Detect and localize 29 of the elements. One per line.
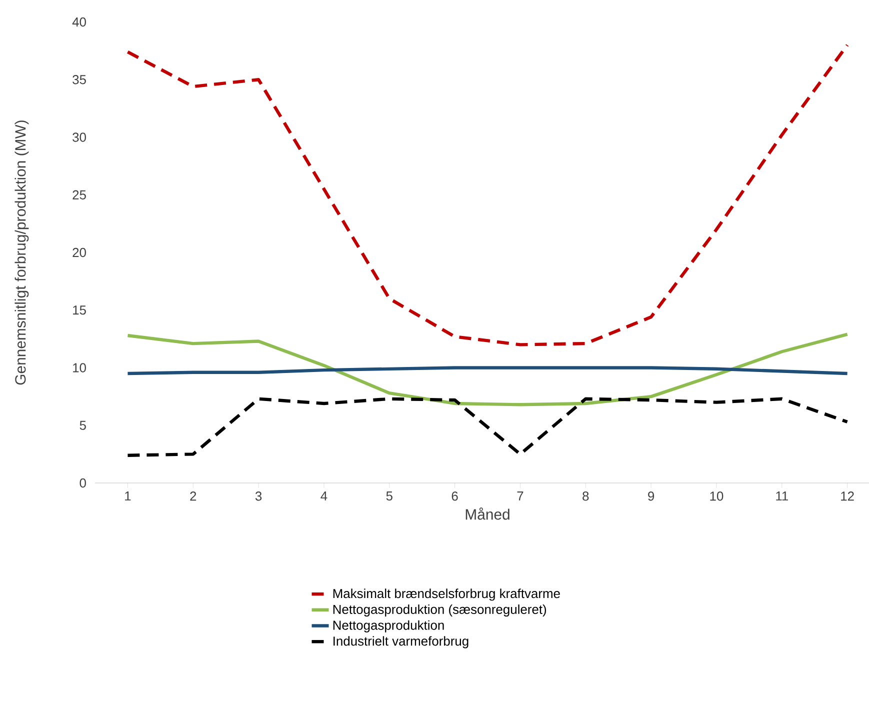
y-tick-label: 40 bbox=[72, 17, 86, 27]
line-series bbox=[126, 397, 849, 457]
x-tick-label: 3 bbox=[255, 492, 262, 501]
x-tick-label: 5 bbox=[386, 492, 392, 501]
y-tick-label: 10 bbox=[73, 363, 86, 372]
y-tick-label: 5 bbox=[80, 420, 86, 430]
y-tick-label: 30 bbox=[72, 132, 86, 142]
line-series bbox=[126, 332, 849, 406]
x-tick-label: 9 bbox=[648, 492, 654, 501]
x-tick-label: 1 bbox=[125, 492, 131, 500]
y-tick-label: 0 bbox=[80, 478, 86, 488]
y-tick-label: 15 bbox=[73, 306, 86, 315]
x-tick-label: 2 bbox=[190, 492, 196, 501]
x-tick-label: 4 bbox=[320, 492, 328, 500]
x-tick-label: 11 bbox=[776, 492, 788, 500]
y-tick-label: 35 bbox=[72, 75, 86, 84]
x-tick-label: 6 bbox=[452, 492, 458, 501]
x-tick-label: 12 bbox=[841, 492, 854, 501]
legend-label: Nettogasproduktion bbox=[333, 620, 444, 632]
y-tick-label: 25 bbox=[72, 190, 86, 200]
x-tick-label: 7 bbox=[517, 492, 524, 500]
x-axis-title: Måned bbox=[466, 508, 510, 520]
x-tick-label: 10 bbox=[710, 492, 724, 501]
legend-label: Nettogasproduktion (sæsonreguleret) bbox=[333, 604, 546, 617]
y-axis-title: Gennemsnitligt forbrug/produktion (MW) bbox=[14, 120, 29, 385]
x-tick-label: 8 bbox=[582, 492, 589, 501]
y-tick-label: 20 bbox=[72, 248, 86, 258]
legend-label: Industrielt varmeforbrug bbox=[334, 636, 468, 648]
legend-label: Maksimalt brændselsforbrug kraftvarme bbox=[333, 588, 560, 601]
